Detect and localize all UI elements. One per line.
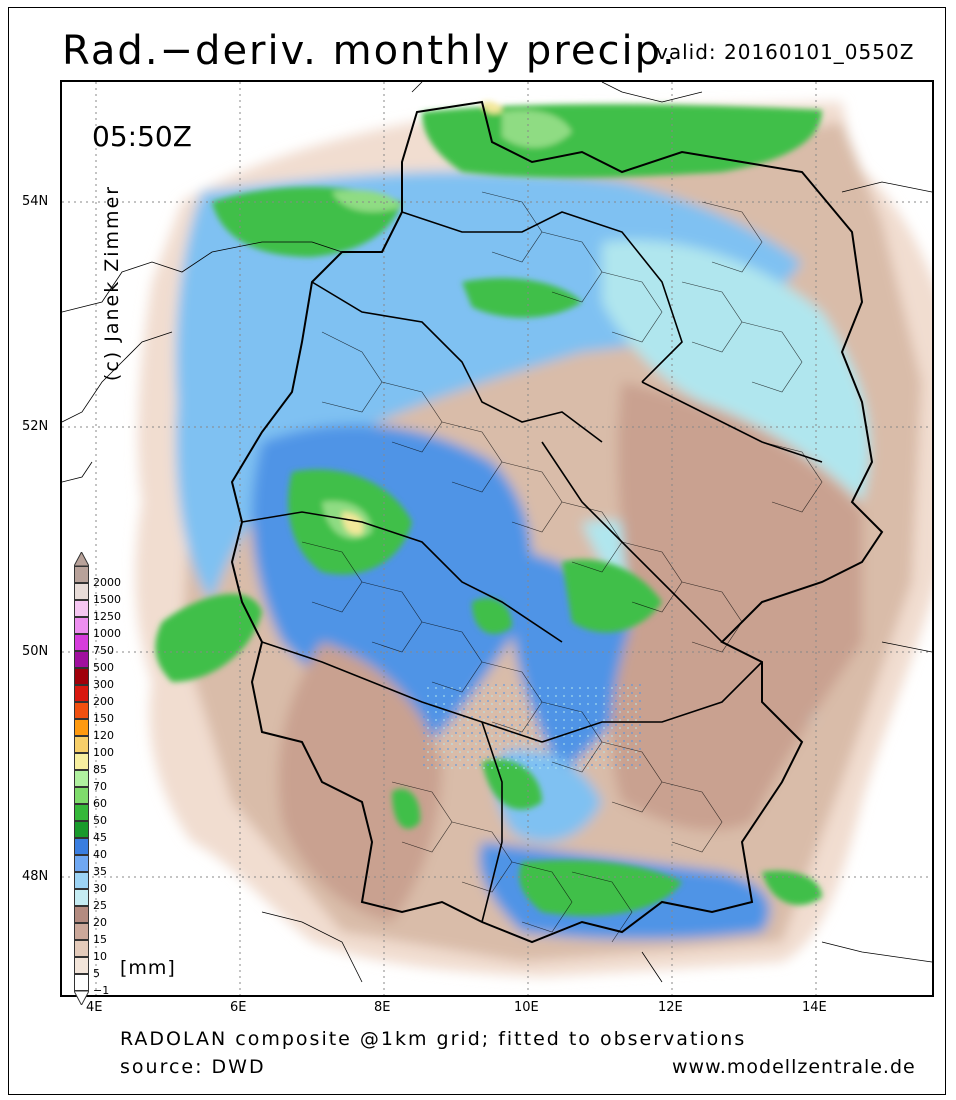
coastlines: [62, 82, 932, 983]
legend-swatch: [74, 634, 89, 651]
legend-level-label: 120: [93, 729, 114, 742]
legend-swatch: [74, 668, 89, 685]
color-legend: 2000 1500 1250 1000 750 500 300 200 150 120 100 85 7…: [74, 552, 175, 1005]
legend-level-label: 2000: [93, 576, 121, 589]
state-borders: [241, 211, 823, 923]
legend-swatch: [74, 685, 89, 702]
legend-swatch: [74, 651, 89, 668]
lat-label-50n: 50N: [22, 644, 49, 659]
lon-label-6e: 6E: [230, 1000, 247, 1015]
legend-swatch: [74, 872, 89, 889]
legend-top-arrow: [74, 552, 89, 566]
legend-swatch: [74, 821, 89, 838]
legend-level-label: 300: [93, 678, 114, 691]
legend-level-label: 500: [93, 661, 114, 674]
legend-level-label: −1: [93, 984, 110, 997]
legend-level-label: 15: [93, 933, 107, 946]
legend-level-label: 1250: [93, 610, 121, 623]
legend-level-label: 1500: [93, 593, 121, 606]
speckle-region: [422, 682, 642, 772]
precip-field: [135, 102, 932, 977]
legend-swatch: [74, 940, 89, 957]
legend-swatch: [74, 753, 89, 770]
footer-website: www.modellzentrale.de: [672, 1056, 916, 1078]
legend-level-label: 10: [93, 950, 107, 963]
lat-label-48n: 48N: [22, 869, 49, 884]
map-canvas: [62, 82, 932, 995]
district-borders: [301, 191, 823, 943]
legend-level-label: 35: [93, 865, 107, 878]
legend-level-label: 1000: [93, 627, 121, 640]
legend-level-label: 20: [93, 916, 107, 929]
precipitation-map: 05:50Z (c) Janek Zimmer: [60, 80, 934, 997]
legend-level-label: 45: [93, 831, 107, 844]
footer-radolan-info: RADOLAN composite @1km grid; fitted to o…: [120, 1028, 747, 1050]
valid-time: valid: 20160101_0550Z: [656, 40, 915, 64]
footer-source: source: DWD: [120, 1056, 266, 1078]
legend-swatch: [74, 719, 89, 736]
legend-unit: [mm]: [120, 957, 176, 979]
lat-label-52n: 52N: [22, 419, 49, 434]
germany-border: [230, 100, 884, 944]
lon-label-12e: 12E: [658, 1000, 683, 1015]
figure-frame: [8, 7, 946, 1095]
legend-swatch: [74, 923, 89, 940]
legend-level-label: 85: [93, 763, 107, 776]
legend-swatch: [74, 600, 89, 617]
legend-level-label: 100: [93, 746, 114, 759]
legend-swatch: [74, 770, 89, 787]
legend-swatch: [74, 974, 89, 991]
precip-wet-cores: [155, 101, 822, 916]
legend-level-label: 70: [93, 780, 107, 793]
map-time-label: 05:50Z: [92, 120, 192, 153]
legend-level-label: 30: [93, 882, 107, 895]
legend-swatch: [74, 957, 89, 974]
lon-label-4e: 4E: [86, 1000, 103, 1015]
legend-bottom-arrow: [74, 991, 89, 1005]
legend-swatch: [74, 889, 89, 906]
legend-level-label: 150: [93, 712, 114, 725]
lon-label-14e: 14E: [802, 1000, 827, 1015]
legend-swatch: [74, 617, 89, 634]
legend-swatch: [74, 838, 89, 855]
lon-label-8e: 8E: [374, 1000, 391, 1015]
legend-level-label: 750: [93, 644, 114, 657]
lat-label-54n: 54N: [22, 194, 49, 209]
copyright-label: (c) Janek Zimmer: [101, 184, 123, 382]
legend-level-label: 200: [93, 695, 114, 708]
legend-level-label: 50: [93, 814, 107, 827]
legend-swatch: [74, 906, 89, 923]
legend-swatch: [74, 702, 89, 719]
lon-label-10e: 10E: [514, 1000, 539, 1015]
legend-level-label: 60: [93, 797, 107, 810]
legend-swatch: [74, 804, 89, 821]
legend-swatch: [74, 787, 89, 804]
legend-level-label: 40: [93, 848, 107, 861]
legend-level-label: 5: [93, 967, 100, 980]
map-graticule: [62, 82, 932, 995]
legend-level-label: 25: [93, 899, 107, 912]
map-title: Rad.−deriv. monthly precip.: [62, 28, 677, 74]
legend-swatch: [74, 566, 89, 583]
legend-swatch: [74, 736, 89, 753]
legend-swatch: [74, 583, 89, 600]
legend-swatch: [74, 855, 89, 872]
